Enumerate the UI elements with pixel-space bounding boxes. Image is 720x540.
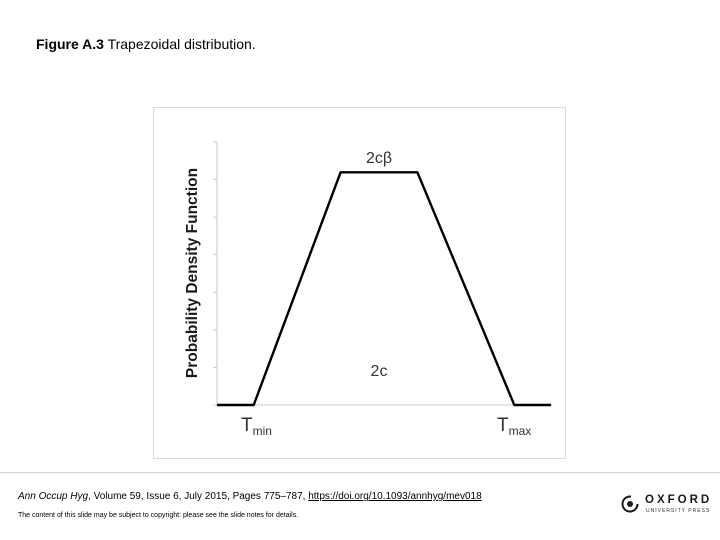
y-axis-ticks: [213, 141, 217, 406]
y-axis-label: Probability Density Function: [184, 168, 201, 378]
figure-label: Figure A.3: [36, 36, 104, 52]
citation: Ann Occup Hyg, Volume 59, Issue 6, July …: [18, 491, 482, 502]
logo-wordmark: OXFORD: [645, 494, 713, 506]
width-label: 2c: [371, 363, 388, 380]
figure-title: Figure A.3 Trapezoidal distribution.: [36, 36, 256, 52]
journal-name: Ann Occup Hyg: [18, 491, 89, 502]
tmin-label: Tmin: [241, 415, 272, 438]
citation-details: , Volume 59, Issue 6, July 2015, Pages 7…: [88, 491, 306, 502]
doi-link[interactable]: https://doi.org/10.1093/annhyg/mev018: [308, 491, 482, 502]
tmin-main: T: [241, 415, 253, 436]
figure-caption: Trapezoidal distribution.: [107, 36, 256, 52]
tmax-label: Tmax: [497, 415, 531, 438]
oxford-logo: OXFORD UNIVERSITY PRESS: [621, 493, 711, 517]
copyright-notice: The content of this slide may be subject…: [18, 512, 299, 519]
tmax-main: T: [497, 415, 509, 436]
oxford-logo-icon: [621, 495, 639, 513]
logo-subtitle: UNIVERSITY PRESS: [646, 508, 711, 514]
tmax-sub: max: [509, 424, 532, 438]
chart-frame: [153, 107, 566, 459]
footer-divider: [0, 472, 720, 473]
trapezoid-chart: Probability Density Function 2cβ 2c Tmin…: [153, 107, 566, 459]
trapezoid-line: [217, 171, 551, 407]
peak-label: 2cβ: [366, 150, 392, 167]
tmin-sub: min: [253, 424, 272, 438]
